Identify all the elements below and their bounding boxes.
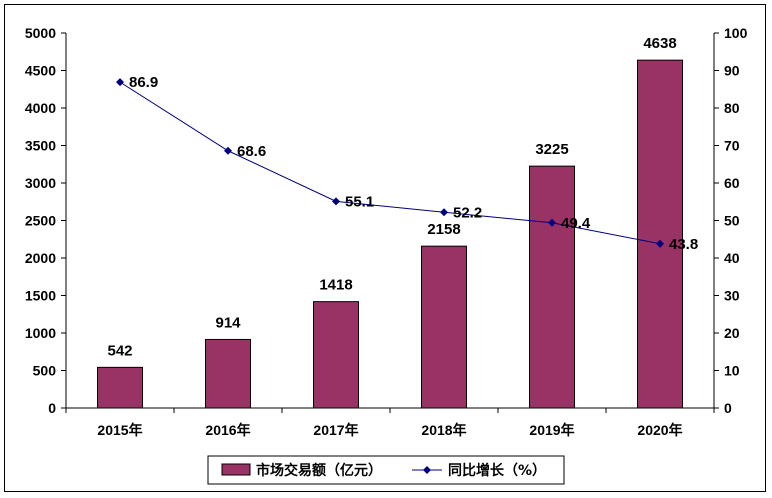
line-data-label: 55.1	[345, 193, 374, 210]
legend-box	[207, 455, 565, 485]
x-tick-label: 2016年	[205, 422, 250, 438]
growth-point-5	[656, 239, 664, 248]
bar-0	[97, 366, 143, 409]
y-left-tick-label: 5000	[25, 25, 56, 41]
y-right-tick-label: 80	[724, 100, 740, 116]
legend-line-label: 同比增长（%）	[448, 462, 546, 479]
bar-3	[421, 245, 467, 409]
y-left-tick-label: 1000	[25, 325, 56, 341]
x-tick-label: 2020年	[637, 422, 682, 438]
bar-data-label: 3225	[535, 141, 568, 158]
y-right-tick-label: 0	[724, 400, 732, 416]
bar-data-label: 4638	[643, 35, 676, 52]
bar-data-label: 542	[107, 342, 132, 359]
x-tick-label: 2015年	[97, 422, 142, 438]
growth-line	[119, 81, 661, 245]
y-left-tick-label: 4000	[25, 100, 56, 116]
y-right-tick-label: 10	[724, 363, 740, 379]
bar-data-label: 2158	[427, 221, 460, 238]
y-left-tick-label: 0	[48, 400, 56, 416]
bar-5	[637, 59, 683, 409]
y-right-tick-label: 20	[724, 325, 740, 341]
legend-bar-swatch	[221, 463, 251, 476]
line-data-label: 68.6	[237, 143, 266, 160]
y-left-tick-label: 3000	[25, 175, 56, 191]
y-left-tick-label: 3500	[25, 138, 56, 154]
line-data-label: 49.4	[561, 215, 591, 232]
growth-point-3	[440, 208, 448, 217]
bar-2	[313, 301, 359, 409]
y-right-tick-label: 30	[724, 288, 740, 304]
y-right-tick-label: 60	[724, 175, 740, 191]
x-tick-label: 2019年	[529, 422, 574, 438]
y-left-tick-label: 4500	[25, 63, 56, 79]
bar-data-label: 914	[215, 314, 241, 331]
growth-point-0	[116, 78, 124, 87]
line-data-label: 43.8	[669, 236, 698, 253]
legend-line-marker	[423, 466, 431, 474]
y-right-tick-label: 70	[724, 138, 740, 154]
y-right-tick-label: 100	[724, 25, 748, 41]
growth-point-1	[224, 146, 232, 155]
growth-point-4	[548, 218, 556, 227]
bar-1	[205, 338, 251, 409]
y-right-tick-label: 40	[724, 250, 740, 266]
growth-point-2	[332, 197, 340, 206]
bar-data-label: 1418	[319, 277, 352, 294]
y-right-tick-label: 90	[724, 63, 740, 79]
y-right-tick-label: 50	[724, 213, 740, 229]
y-left-tick-label: 2500	[25, 213, 56, 229]
y-left-tick-label: 500	[33, 363, 57, 379]
x-tick-label: 2018年	[421, 422, 466, 438]
y-left-tick-label: 1500	[25, 288, 56, 304]
bar-4	[529, 165, 575, 409]
y-left-tick-label: 2000	[25, 250, 56, 266]
line-data-label: 86.9	[129, 74, 158, 91]
legend-bar-label: 市场交易额（亿元）	[256, 462, 382, 479]
x-tick-label: 2017年	[313, 422, 358, 438]
line-data-label: 52.2	[453, 204, 482, 221]
